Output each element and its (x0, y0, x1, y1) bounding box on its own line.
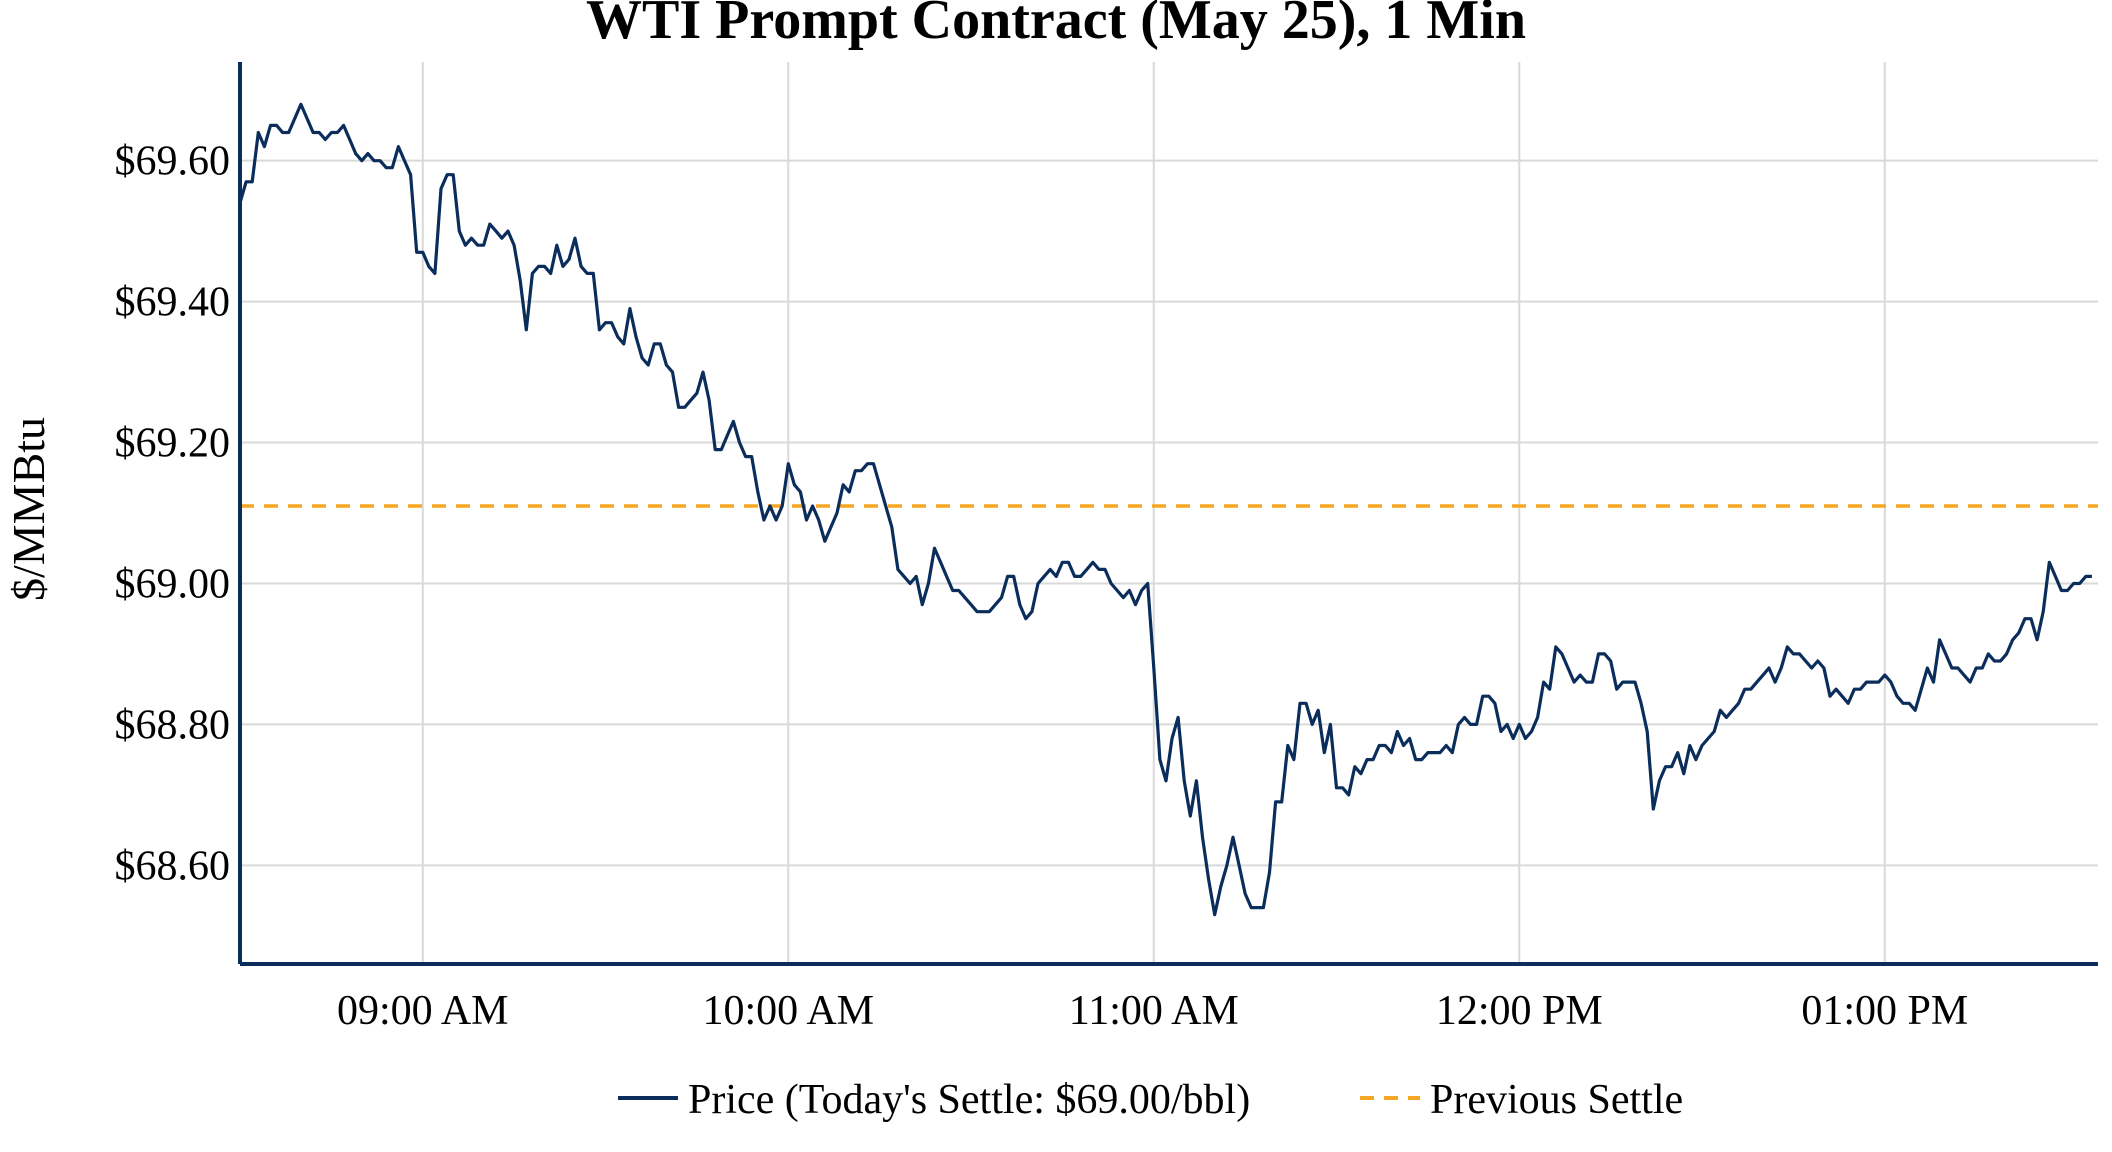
legend: Price (Today's Settle: $69.00/bbl) Previ… (618, 1077, 1683, 1123)
y-tick-label: $69.00 (115, 561, 231, 607)
x-tick-label: 09:00 AM (337, 988, 509, 1034)
x-tick-labels: 09:00 AM 10:00 AM 11:00 AM 12:00 PM 01:00 PM (337, 988, 1968, 1034)
y-gridlines (240, 159, 2098, 867)
y-tick-label: $69.60 (115, 139, 231, 185)
y-tick-label: $69.40 (115, 280, 231, 326)
legend-label-previous-settle: Previous Settle (1430, 1077, 1683, 1123)
x-tick-label: 10:00 AM (702, 988, 874, 1034)
x-tick-label: 11:00 AM (1069, 988, 1239, 1034)
y-tick-labels: $68.60 $68.80 $69.00 $69.20 $69.40 $69.60 (115, 139, 231, 890)
x-tick-label: 12:00 PM (1436, 988, 1603, 1034)
x-tick-label: 01:00 PM (1801, 988, 1968, 1034)
y-tick-label: $69.20 (115, 421, 231, 467)
x-gridlines (421, 62, 1886, 964)
y-axis-label: $/MMBtu (3, 417, 54, 601)
price-series-line (238, 102, 2092, 917)
y-tick-label: $68.80 (115, 702, 231, 748)
chart-title: WTI Prompt Contract (May 25), 1 Min (586, 0, 1526, 51)
legend-label-price: Price (Today's Settle: $69.00/bbl) (688, 1077, 1250, 1123)
y-tick-label: $68.60 (115, 843, 231, 889)
